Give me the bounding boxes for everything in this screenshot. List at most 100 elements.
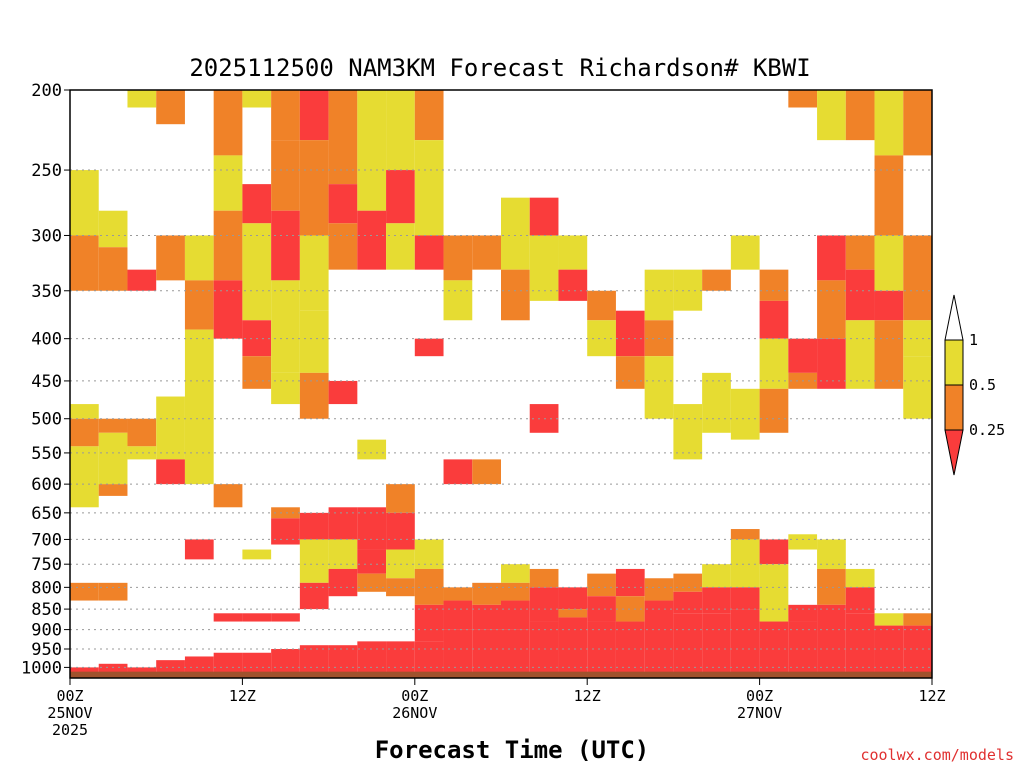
x-tick-label: 00Z xyxy=(746,687,773,705)
ri-cell xyxy=(299,539,329,583)
ri-cell xyxy=(271,613,300,622)
ri-cell xyxy=(615,310,645,357)
ri-cell xyxy=(299,235,329,311)
ri-cell xyxy=(529,621,559,678)
ri-cell xyxy=(759,621,789,678)
ri-cell xyxy=(184,329,214,485)
ri-cell xyxy=(386,484,415,513)
ri-cell xyxy=(299,90,329,141)
ri-cell xyxy=(328,507,358,540)
ri-cell xyxy=(127,418,157,447)
ground-band xyxy=(70,671,932,678)
ri-cell xyxy=(759,539,789,565)
ri-cell xyxy=(874,320,904,389)
ri-cell xyxy=(414,604,444,642)
ri-cell xyxy=(242,223,272,321)
ri-cell xyxy=(386,512,415,550)
ri-cell xyxy=(817,280,846,339)
ri-cell xyxy=(328,90,358,185)
ri-cell xyxy=(156,235,185,281)
ri-cell xyxy=(702,372,731,433)
ri-cell xyxy=(443,629,473,678)
ri-cell xyxy=(644,578,674,601)
ri-cell xyxy=(299,310,329,373)
ri-cell xyxy=(529,568,559,588)
ri-cell xyxy=(98,432,128,485)
ri-cell xyxy=(70,404,99,419)
ri-cell xyxy=(558,617,588,678)
ri-cell xyxy=(213,210,243,281)
ri-cell xyxy=(874,235,904,291)
y-tick-label: 250 xyxy=(31,161,62,181)
ri-cell xyxy=(673,404,703,460)
ri-cell xyxy=(644,356,674,419)
ri-cell xyxy=(472,582,501,605)
ri-cell xyxy=(271,507,300,519)
ri-cell xyxy=(903,235,932,321)
ri-cell xyxy=(788,604,818,622)
ri-cell xyxy=(903,613,932,626)
ri-cell xyxy=(443,280,473,321)
ri-cell xyxy=(673,269,703,311)
ri-cell xyxy=(759,564,789,622)
y-tick-label: 700 xyxy=(31,530,62,550)
ri-cell xyxy=(271,210,300,281)
y-tick-label: 300 xyxy=(31,226,62,246)
x-tick-label: 26NOV xyxy=(392,704,437,722)
ri-cell xyxy=(414,338,444,357)
colorbar-bin-mid xyxy=(944,384,964,431)
ri-cell xyxy=(242,549,272,560)
y-tick-label: 550 xyxy=(31,444,62,464)
ri-cell xyxy=(759,269,789,301)
ri-cell xyxy=(271,372,300,405)
y-tick-label: 1000 xyxy=(21,658,62,678)
ri-cell xyxy=(386,170,415,224)
ri-cell xyxy=(443,235,473,281)
ri-cell xyxy=(817,235,846,281)
ri-cell xyxy=(242,184,272,224)
ri-cell xyxy=(357,90,387,211)
ri-cell xyxy=(70,418,99,447)
ri-cell xyxy=(903,356,932,419)
ri-cell xyxy=(845,269,875,321)
x-tick-label: 25NOV xyxy=(47,704,92,722)
ri-cell xyxy=(615,596,645,622)
ri-cell xyxy=(845,320,875,389)
ri-cell xyxy=(242,90,272,108)
y-tick-label: 800 xyxy=(31,578,62,598)
ri-cell xyxy=(730,388,760,440)
ri-cell xyxy=(443,587,473,601)
ri-cell xyxy=(615,621,645,678)
ri-cell xyxy=(70,446,99,508)
ri-cell xyxy=(443,459,473,485)
ri-cell xyxy=(184,280,214,330)
ri-cell xyxy=(213,484,243,508)
ri-cell xyxy=(299,582,329,610)
y-tick-label: 600 xyxy=(31,475,62,495)
ri-cell xyxy=(271,518,300,545)
y-tick-label: 350 xyxy=(31,282,62,302)
ri-cell xyxy=(673,613,703,678)
ri-cell xyxy=(184,235,214,281)
ri-cell xyxy=(271,280,300,373)
ri-cell xyxy=(615,356,645,389)
ri-cell xyxy=(558,609,588,618)
ri-cell xyxy=(414,235,444,270)
ri-cell xyxy=(357,573,387,592)
ri-cell xyxy=(271,140,300,211)
ri-cell xyxy=(299,372,329,419)
y-tick-label: 900 xyxy=(31,621,62,641)
ri-cell xyxy=(472,235,501,270)
ground-fill xyxy=(70,671,932,678)
ri-cell xyxy=(98,247,128,291)
ri-cell xyxy=(386,223,415,270)
ri-cell xyxy=(472,459,501,485)
ri-cell xyxy=(242,613,272,622)
ri-cell xyxy=(730,529,760,540)
credit-text: coolwx.com/models xyxy=(860,746,1014,764)
ri-cell xyxy=(759,300,789,339)
colorbar-label-0-25: 0.25 xyxy=(969,421,1005,439)
ri-cell xyxy=(472,604,501,630)
y-tick-label: 750 xyxy=(31,555,62,575)
